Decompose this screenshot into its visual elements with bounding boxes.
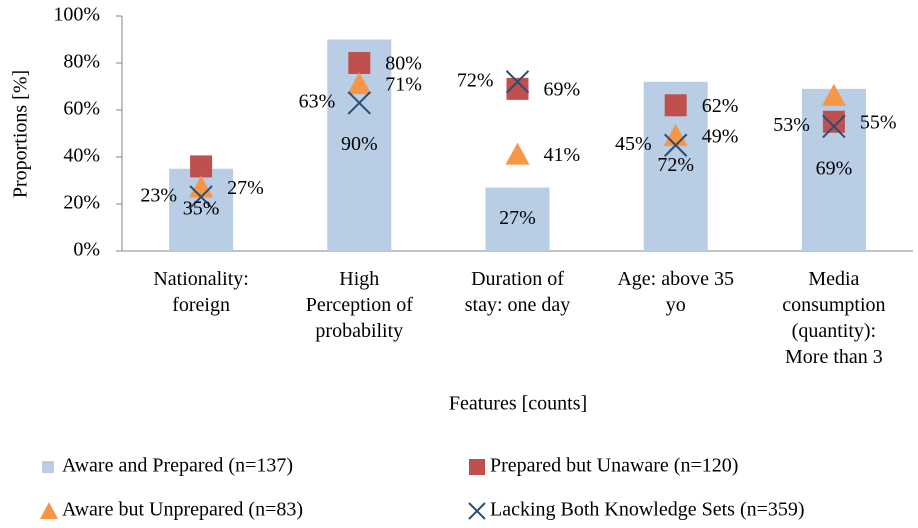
data-label: 69% xyxy=(544,78,581,100)
data-label: 80% xyxy=(385,53,422,75)
data-label: 27% xyxy=(499,207,536,229)
data-label: 49% xyxy=(702,125,739,147)
square-marker xyxy=(506,77,529,100)
triangle-marker xyxy=(821,83,846,106)
x-tick-label: Duration of stay: one day xyxy=(464,268,571,316)
y-tick-label: 80% xyxy=(63,51,100,73)
cross-marker xyxy=(347,91,372,115)
legend-marker xyxy=(469,459,485,475)
data-label: 45% xyxy=(615,133,652,155)
cross-marker xyxy=(663,133,688,157)
triangle-marker xyxy=(347,72,372,95)
data-label: 72% xyxy=(657,154,694,176)
square-marker xyxy=(822,110,845,133)
y-axis-label: Proportions [%] xyxy=(10,70,32,198)
x-axis-label: Features [counts] xyxy=(449,393,587,415)
y-tick-label: 20% xyxy=(63,192,100,214)
legend-label: Prepared but Unaware (n=120) xyxy=(490,455,738,477)
data-label: 69% xyxy=(816,158,853,180)
square-marker xyxy=(664,94,687,117)
y-tick-label: 60% xyxy=(63,98,100,120)
x-tick-label: Nationality: foreign xyxy=(153,268,249,316)
data-label: 35% xyxy=(183,197,220,219)
y-tick-label: 40% xyxy=(63,145,100,167)
y-tick-label: 0% xyxy=(73,239,100,261)
data-label: 23% xyxy=(140,185,177,207)
data-label: 27% xyxy=(227,177,264,199)
data-label: 62% xyxy=(702,95,739,117)
cross-marker xyxy=(822,114,846,139)
square-marker xyxy=(190,155,213,178)
cross-marker xyxy=(189,185,213,209)
data-label: 71% xyxy=(385,74,422,96)
y-tick-label: 100% xyxy=(53,4,100,26)
legend-marker xyxy=(40,502,58,519)
triangle-marker xyxy=(505,142,530,165)
x-tick-label: High Perception of probability xyxy=(305,268,413,342)
data-label: 72% xyxy=(457,69,494,91)
x-tick-label: Media consumption (quantity): More than … xyxy=(782,268,886,368)
data-label: 41% xyxy=(544,144,581,166)
data-label: 53% xyxy=(773,114,810,136)
square-marker xyxy=(348,52,371,74)
legend-label: Lacking Both Knowledge Sets (n=359) xyxy=(490,499,805,521)
data-label: 55% xyxy=(860,111,897,133)
data-label: 63% xyxy=(299,91,336,113)
legend-marker xyxy=(42,461,54,473)
legend-label: Aware and Prepared (n=137) xyxy=(62,455,293,477)
data-label: 90% xyxy=(341,133,378,155)
legend-label: Aware but Unprepared (n=83) xyxy=(62,499,303,521)
x-tick-label: Age: above 35 yo xyxy=(617,268,734,316)
cross-marker xyxy=(505,70,530,94)
legend-marker xyxy=(468,502,486,520)
bar xyxy=(485,187,550,251)
